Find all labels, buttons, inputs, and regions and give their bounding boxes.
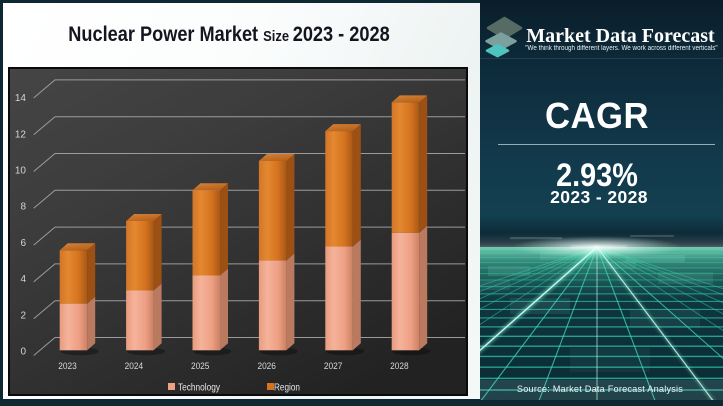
svg-text:2023: 2023 <box>58 361 77 372</box>
svg-text:0: 0 <box>20 347 26 358</box>
svg-text:2026: 2026 <box>257 361 276 372</box>
svg-text:14: 14 <box>15 93 27 104</box>
svg-text:2024: 2024 <box>125 361 144 372</box>
svg-text:6: 6 <box>20 238 26 249</box>
svg-text:2: 2 <box>20 310 26 321</box>
svg-text:Technology: Technology <box>178 383 220 394</box>
svg-text:4: 4 <box>20 274 26 285</box>
svg-text:12: 12 <box>15 129 27 140</box>
svg-text:2025: 2025 <box>191 361 210 372</box>
svg-text:10: 10 <box>15 166 27 177</box>
svg-text:2028: 2028 <box>390 361 409 372</box>
svg-text:Region: Region <box>274 383 300 394</box>
svg-text:8: 8 <box>20 202 26 213</box>
svg-text:2027: 2027 <box>324 361 343 372</box>
